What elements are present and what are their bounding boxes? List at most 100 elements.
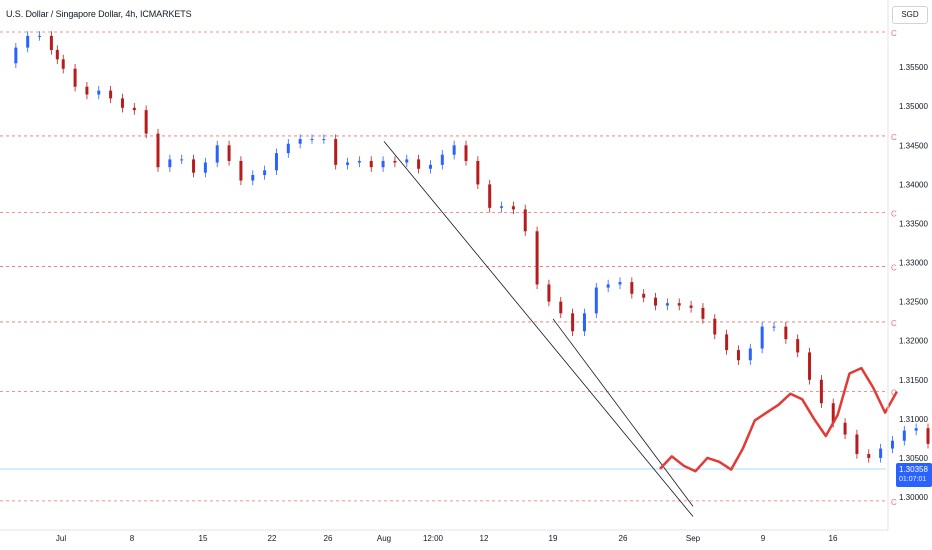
candle-body (109, 90, 113, 99)
candle-body (239, 160, 243, 181)
level-marker: C (891, 263, 897, 272)
candle-body (914, 428, 918, 431)
candle-body (523, 209, 527, 232)
candle-body (618, 282, 622, 285)
level-marker: C (891, 498, 897, 507)
y-tick-label: 1.35000 (899, 102, 928, 111)
level-marker: C (891, 29, 897, 38)
candle-body (831, 403, 835, 423)
y-tick-label: 1.32500 (899, 298, 928, 307)
candle-body (417, 159, 421, 169)
candle-body (772, 326, 776, 328)
candle-body (381, 160, 385, 168)
bar-countdown: 01:07:01 (899, 476, 927, 483)
candle-body (73, 68, 77, 87)
level-marker: C (891, 388, 897, 397)
candle-body (642, 293, 646, 298)
candle-body (594, 287, 598, 314)
trendline (552, 318, 694, 507)
y-tick-label: 1.35500 (899, 63, 928, 72)
candle-body (97, 90, 101, 95)
currency-selector[interactable]: SGD (892, 6, 928, 24)
chart-title: U.S. Dollar / Singapore Dollar, 4h, ICMA… (6, 9, 192, 19)
x-tick-label: 9 (761, 534, 766, 543)
candle-body (144, 110, 148, 134)
level-marker: C (891, 210, 897, 219)
candle-body (488, 184, 492, 208)
candle-body (701, 307, 705, 319)
level-marker: C (891, 133, 897, 142)
candle-body (547, 284, 551, 302)
candle-body (14, 47, 18, 64)
candle-body (855, 434, 859, 455)
candle-body (476, 160, 480, 185)
x-tick-label: 12 (480, 534, 489, 543)
x-tick-label: 26 (619, 534, 628, 543)
candle-body (440, 154, 444, 165)
y-tick-label: 1.31500 (899, 376, 928, 385)
candle-body (689, 305, 693, 308)
candle-body (215, 145, 219, 163)
x-tick-label: Jul (56, 534, 66, 543)
x-tick-label: 19 (549, 534, 558, 543)
candle-body (535, 231, 539, 285)
candle-body (357, 160, 361, 163)
y-tick-label: 1.30000 (899, 493, 928, 502)
candle-body (393, 160, 397, 163)
candle-body (500, 206, 504, 208)
candle-body (654, 297, 658, 306)
candle-body (26, 35, 30, 48)
candle-body (796, 339, 800, 353)
candle-body (808, 352, 812, 380)
candle-body (926, 428, 930, 444)
candle-body (203, 162, 207, 173)
candle-body (227, 145, 231, 161)
candle-body (49, 35, 53, 50)
candle-body (736, 350, 740, 361)
candle-body (369, 160, 373, 168)
candle-body (511, 206, 515, 210)
candle-body (902, 430, 906, 441)
y-tick-label: 1.33500 (899, 219, 928, 228)
candle-body (760, 326, 764, 349)
x-tick-label: 15 (199, 534, 208, 543)
x-tick-label: 26 (324, 534, 333, 543)
trendline (383, 141, 694, 517)
candle-body (464, 145, 468, 161)
candle-body (298, 139, 302, 144)
y-tick-label: 1.30500 (899, 454, 928, 463)
candle-body (665, 303, 669, 306)
y-tick-label: 1.32000 (899, 337, 928, 346)
current-price-value: 1.30358 (899, 465, 928, 474)
candle-body (120, 98, 124, 108)
candle-body (559, 301, 563, 314)
candle-body (156, 133, 160, 168)
candle-body (334, 139, 338, 165)
candle-body (606, 284, 610, 288)
y-tick-label: 1.34000 (899, 180, 928, 189)
candle-body (725, 334, 729, 351)
x-tick-label: 16 (829, 534, 838, 543)
candle-body (713, 318, 717, 335)
candle-body (263, 170, 267, 176)
candle-body (784, 326, 788, 340)
candle-body (274, 153, 278, 171)
candle-body (843, 422, 847, 435)
candle-body (180, 159, 184, 161)
candle-body (748, 348, 752, 361)
candle-body (61, 59, 65, 69)
y-tick-label: 1.34500 (899, 141, 928, 150)
candle-body (452, 145, 456, 155)
candle-body (322, 139, 326, 141)
candle-body (630, 282, 634, 294)
candle-body (310, 139, 314, 141)
candle-body (571, 313, 575, 332)
candle-body (192, 159, 196, 173)
candle-body (251, 175, 255, 181)
candle-body (867, 454, 871, 458)
candle-body (286, 143, 290, 154)
candle-body (890, 440, 894, 449)
projection-curve (659, 366, 898, 473)
candle-body (346, 162, 350, 165)
